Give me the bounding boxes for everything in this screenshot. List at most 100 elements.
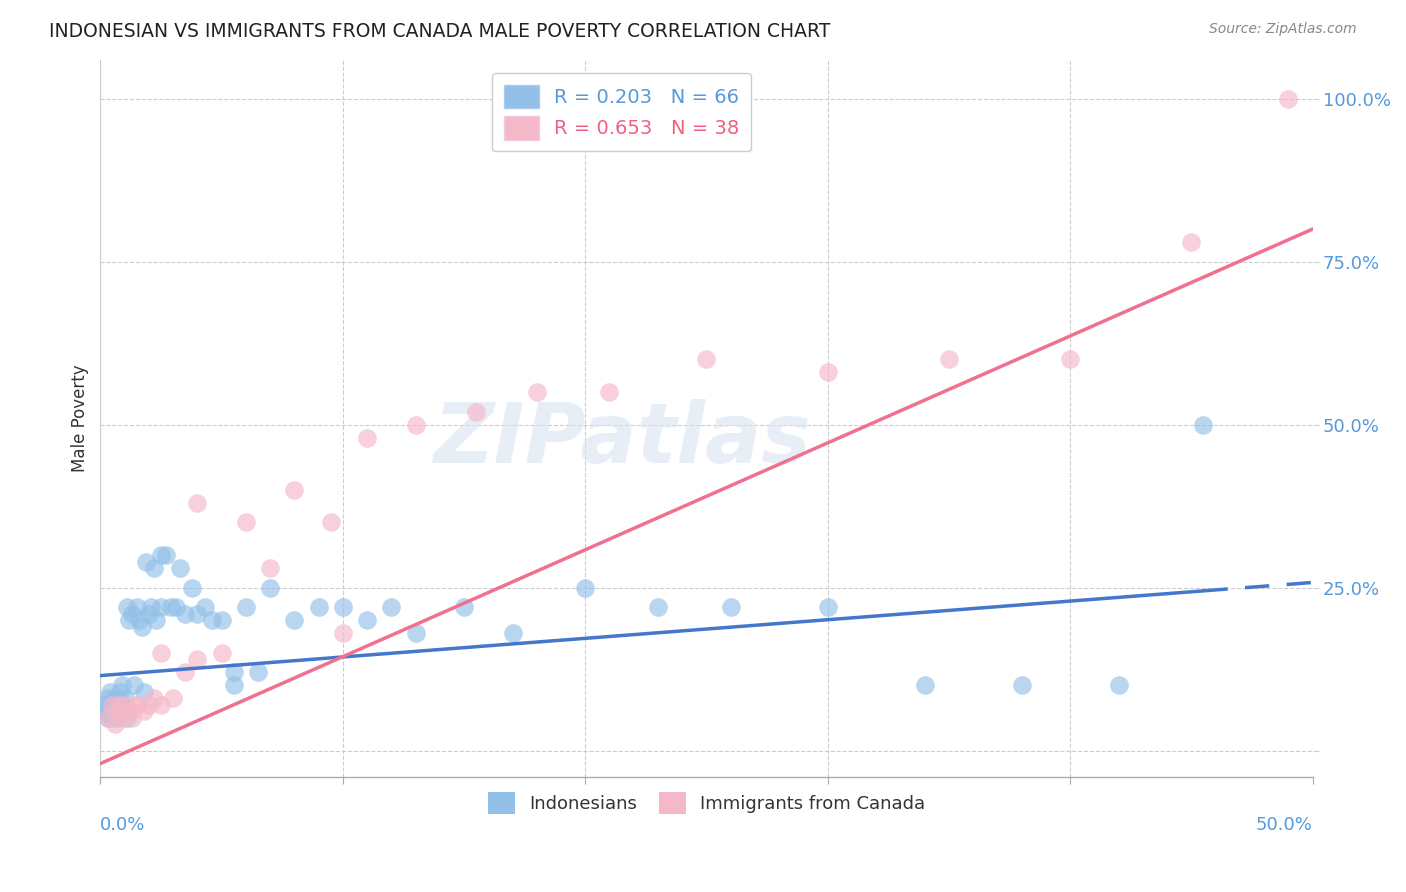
Point (526, 385, 548, 400)
Point (108, 685, 131, 699)
Point (817, 366, 839, 380)
Point (105, 691, 128, 706)
Text: 50.0%: 50.0% (1256, 816, 1313, 834)
Point (97, 711, 120, 725)
Point (108, 698, 131, 712)
Text: 0.0%: 0.0% (100, 816, 146, 834)
Point (308, 600, 330, 615)
Point (194, 600, 217, 615)
Point (186, 496, 208, 510)
Point (914, 678, 936, 692)
Point (115, 711, 138, 725)
Point (138, 607, 160, 621)
Point (149, 698, 172, 712)
Point (97, 691, 120, 706)
Point (101, 698, 124, 712)
Point (101, 711, 124, 725)
Point (186, 607, 208, 621)
Point (149, 548, 172, 562)
Point (101, 698, 124, 712)
Point (356, 613, 378, 627)
Point (121, 711, 143, 725)
Text: Source: ZipAtlas.com: Source: ZipAtlas.com (1209, 22, 1357, 37)
Point (149, 646, 172, 660)
Point (405, 626, 427, 640)
Point (114, 698, 136, 712)
Point (114, 705, 136, 719)
Point (121, 607, 143, 621)
Point (115, 600, 138, 615)
Point (246, 665, 269, 680)
Point (155, 548, 177, 562)
Point (938, 352, 960, 367)
Point (574, 581, 596, 595)
Point (211, 646, 233, 660)
Point (169, 561, 191, 575)
Point (211, 613, 233, 627)
Point (91, 698, 114, 712)
Point (1192, 417, 1215, 432)
Point (283, 613, 305, 627)
Point (1011, 678, 1033, 692)
Point (222, 678, 245, 692)
Point (817, 600, 839, 615)
Point (720, 600, 742, 615)
Point (222, 665, 245, 680)
Point (118, 613, 141, 627)
Point (145, 613, 167, 627)
Point (380, 600, 402, 615)
Point (125, 698, 148, 712)
Point (94, 705, 117, 719)
Point (165, 600, 187, 615)
Point (283, 483, 305, 497)
Point (695, 352, 717, 367)
Legend: Indonesians, Immigrants from Canada: Indonesians, Immigrants from Canada (481, 785, 932, 822)
Point (235, 600, 257, 615)
Point (598, 385, 620, 400)
Point (105, 711, 128, 725)
Point (1180, 235, 1202, 249)
Point (405, 417, 427, 432)
Point (141, 600, 163, 615)
Point (465, 404, 488, 418)
Point (125, 698, 148, 712)
Point (111, 678, 134, 692)
Point (142, 561, 165, 575)
Point (356, 431, 378, 445)
Point (98, 685, 121, 699)
Point (259, 561, 281, 575)
Point (124, 678, 146, 692)
Point (142, 691, 165, 706)
Y-axis label: Male Poverty: Male Poverty (72, 364, 89, 472)
Point (118, 705, 141, 719)
Point (105, 705, 128, 719)
Point (111, 698, 134, 712)
Point (453, 600, 475, 615)
Point (1059, 352, 1081, 367)
Point (319, 516, 342, 530)
Point (114, 691, 136, 706)
Point (115, 705, 138, 719)
Point (174, 607, 197, 621)
Point (97, 711, 120, 725)
Point (98, 698, 121, 712)
Point (105, 705, 128, 719)
Point (332, 600, 354, 615)
Point (108, 698, 131, 712)
Point (259, 581, 281, 595)
Point (159, 600, 181, 615)
Point (235, 516, 257, 530)
Point (1108, 678, 1130, 692)
Point (162, 691, 184, 706)
Point (201, 613, 224, 627)
Point (104, 691, 127, 706)
Point (502, 626, 524, 640)
Text: ZIPatlas: ZIPatlas (433, 399, 810, 480)
Point (138, 698, 160, 712)
Point (149, 600, 172, 615)
Point (131, 620, 153, 634)
Point (111, 711, 134, 725)
Point (332, 626, 354, 640)
Point (104, 705, 127, 719)
Point (1277, 92, 1299, 106)
